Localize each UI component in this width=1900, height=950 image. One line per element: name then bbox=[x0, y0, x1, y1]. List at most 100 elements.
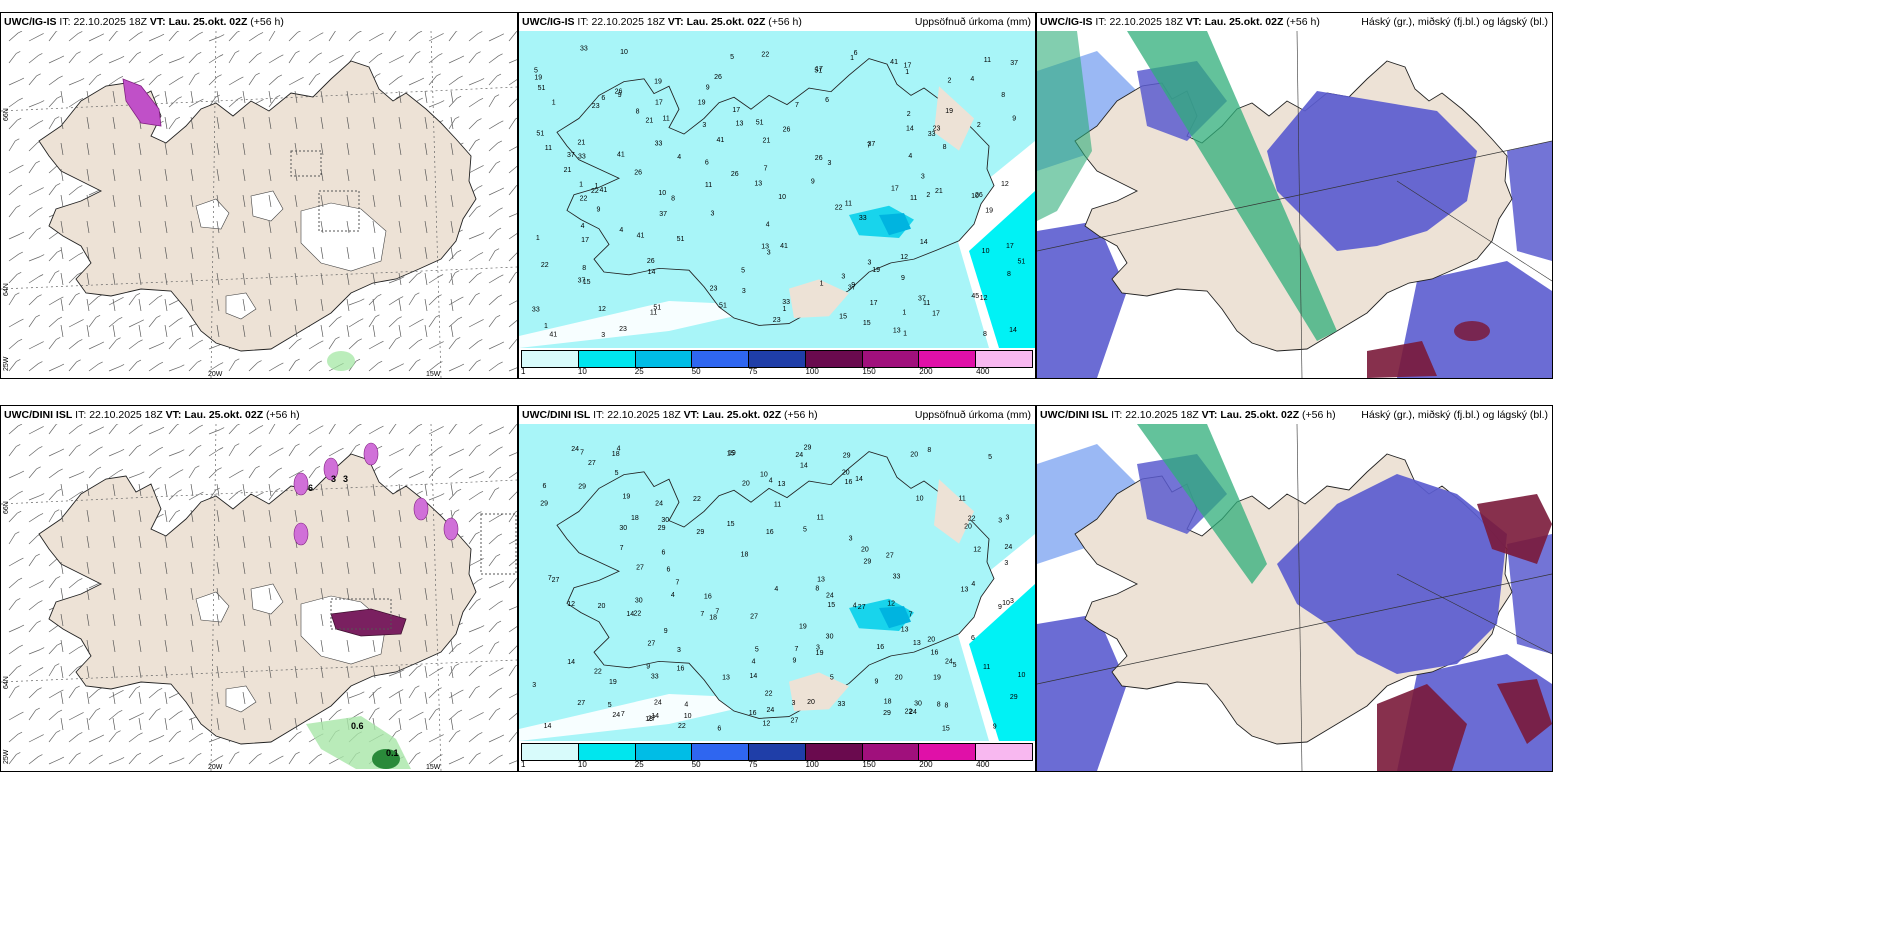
precip-value-label: 51 bbox=[677, 236, 685, 243]
wind-barb-flag bbox=[478, 424, 483, 427]
wind-barb-flag bbox=[279, 447, 284, 451]
wind-barb bbox=[48, 511, 56, 523]
wind-barb bbox=[28, 622, 37, 633]
precip-area bbox=[293, 522, 309, 546]
wind-barb-flag bbox=[135, 292, 141, 296]
wind-barb bbox=[508, 146, 517, 152]
wind-barb bbox=[320, 509, 324, 523]
wind-barb bbox=[388, 318, 398, 328]
wind-barb-flag bbox=[99, 33, 104, 37]
wind-barb bbox=[308, 427, 320, 435]
iceland-landmass bbox=[556, 451, 995, 719]
wind-barb-flag bbox=[337, 709, 342, 712]
wind-barb bbox=[48, 318, 59, 328]
wind-barb-flag bbox=[78, 339, 83, 342]
wind-barb bbox=[48, 339, 57, 350]
precip-value-label: 21 bbox=[935, 188, 943, 195]
init-time-value: 22.10.2025 18Z bbox=[1125, 409, 1199, 421]
wind-barb bbox=[388, 691, 400, 699]
wind-barb-flag bbox=[257, 445, 262, 448]
wind-barb bbox=[60, 691, 64, 705]
wind-barb-flag bbox=[178, 76, 184, 79]
wind-barb bbox=[388, 77, 399, 86]
wind-barb-flag bbox=[299, 470, 304, 473]
precip-value-label: 29 bbox=[1010, 694, 1018, 701]
wind-barb bbox=[488, 189, 501, 196]
graticule-line bbox=[1296, 424, 1303, 771]
precip-value-label: 19 bbox=[698, 99, 706, 106]
precip-value-label: 9 bbox=[706, 85, 710, 92]
wind-barb-flag bbox=[478, 491, 484, 494]
wind-barb bbox=[60, 90, 64, 104]
precip-value-label: 22 bbox=[580, 195, 588, 202]
precip-value-label: 19 bbox=[945, 108, 953, 115]
wind-barb-flag bbox=[417, 271, 422, 275]
wind-barb-flag bbox=[139, 712, 144, 716]
wind-barb bbox=[450, 561, 454, 575]
wind-barb bbox=[468, 600, 477, 611]
wind-barb bbox=[508, 59, 517, 64]
legend-tick-label: 1 bbox=[521, 760, 526, 769]
precip-value-label: 6 bbox=[543, 483, 547, 490]
wind-barb bbox=[112, 90, 116, 104]
wind-barb-flag bbox=[497, 687, 503, 691]
precip-value-label: 4 bbox=[684, 702, 688, 709]
precip-value-label: 12 bbox=[567, 601, 575, 608]
precip-value-label: 27 bbox=[791, 717, 799, 724]
precip-value-label: 18 bbox=[631, 515, 639, 522]
init-time-value: 22.10.2025 18Z bbox=[607, 409, 681, 421]
wind-barb bbox=[138, 717, 142, 731]
wind-barb bbox=[28, 209, 39, 218]
precip-value-label: 37 bbox=[867, 141, 875, 148]
wind-barb bbox=[68, 187, 79, 196]
precip-value-label: 20 bbox=[742, 480, 750, 487]
wind-barb bbox=[488, 556, 497, 567]
wind-barb-flag bbox=[40, 493, 45, 496]
wind-barb bbox=[128, 754, 138, 765]
wind-barb bbox=[248, 74, 256, 86]
precip-value-label: 19 bbox=[622, 493, 630, 500]
wind-barb-flag bbox=[78, 732, 83, 735]
wind-barb bbox=[112, 639, 116, 653]
wind-barb bbox=[268, 757, 280, 765]
precip-area bbox=[969, 191, 1035, 348]
wind-barb bbox=[60, 220, 64, 234]
wind-barb bbox=[488, 448, 499, 457]
wind-barb bbox=[60, 561, 64, 575]
wind-barb bbox=[86, 717, 90, 731]
wind-barb bbox=[372, 639, 376, 653]
wind-barb-flag bbox=[177, 96, 182, 100]
wind-barb bbox=[508, 558, 517, 567]
wind-barb bbox=[148, 35, 161, 42]
precip-value-label: 9 bbox=[664, 628, 668, 635]
precip-value-label: 19 bbox=[609, 679, 617, 686]
wind-barb-flag bbox=[79, 712, 84, 715]
wind-barb bbox=[208, 449, 220, 457]
wind-barb-flag bbox=[40, 647, 45, 650]
wind-barb bbox=[288, 425, 298, 435]
wind-barb bbox=[268, 509, 272, 523]
wind-barb-flag bbox=[475, 531, 480, 535]
wind-barb bbox=[448, 31, 457, 42]
wind-barb-flag bbox=[455, 116, 460, 120]
precip-value-label: 51 bbox=[814, 67, 822, 74]
wind-barb-flag bbox=[217, 467, 222, 470]
wind-barb-flag bbox=[295, 751, 300, 755]
wind-barb bbox=[164, 220, 168, 234]
precip-value-label: 4 bbox=[581, 223, 585, 230]
wind-barb bbox=[372, 483, 376, 497]
wind-barb bbox=[348, 693, 361, 699]
wind-barb bbox=[372, 298, 376, 312]
wind-barb bbox=[86, 90, 90, 104]
wind-barb-flag bbox=[417, 31, 423, 34]
wind-barb-flag bbox=[499, 33, 504, 37]
low-cloud-area bbox=[1267, 91, 1477, 251]
wind-barb bbox=[216, 142, 220, 156]
precip-value-label: 26 bbox=[634, 170, 642, 177]
wind-barb-flag bbox=[357, 31, 362, 34]
wind-barb-flag bbox=[360, 691, 365, 695]
latitude-line bbox=[1, 266, 517, 290]
legend-tick-label: 200 bbox=[919, 760, 933, 769]
wind-barb bbox=[408, 274, 418, 284]
wind-barb bbox=[112, 691, 116, 705]
